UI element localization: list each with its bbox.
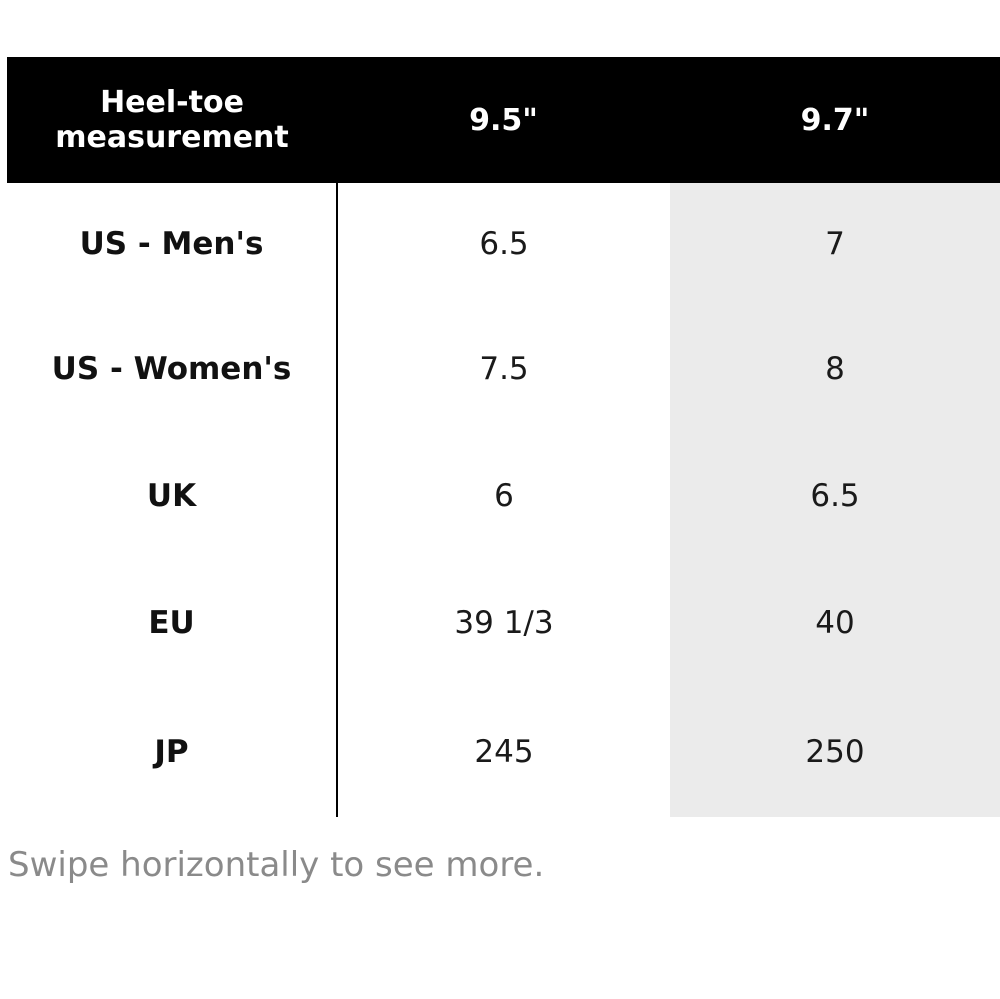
cell-value: 7.5: [479, 350, 529, 387]
row-label-jp: JP: [7, 686, 338, 817]
cell-value: 7: [670, 183, 1000, 305]
row-label-eu: EU: [7, 559, 338, 686]
cell-value: 6: [494, 477, 514, 514]
size-chart-table: Heel-toe measurement 9.5" 9.7" US - Men'…: [7, 57, 1000, 817]
row-label-us-women: US - Women's: [7, 305, 338, 432]
header-label-line2: measurement: [55, 120, 289, 155]
header-size-9-5: 9.5": [337, 57, 670, 183]
swipe-hint-text: Swipe horizontally to see more.: [8, 845, 545, 885]
table-row: UK 6 6.5: [7, 432, 1000, 559]
table-row: US - Women's 7.5 8: [7, 305, 1000, 432]
cell-value: 245: [474, 733, 534, 770]
table-header: Heel-toe measurement 9.5" 9.7": [7, 57, 1000, 183]
cell-value: 40: [670, 559, 1000, 686]
cell-value: 6.5: [670, 432, 1000, 559]
header-row: Heel-toe measurement 9.5" 9.7": [7, 57, 1000, 183]
cell-value: 8: [670, 305, 1000, 432]
cell-value: 6.5: [479, 226, 529, 262]
header-label-line1: Heel-toe: [100, 85, 244, 120]
row-label-uk: UK: [7, 432, 338, 559]
table-row: US - Men's 6.5 7: [7, 183, 1000, 305]
header-size-9-7: 9.7": [670, 57, 1000, 183]
table-body: US - Men's 6.5 7 US - Women's 7.5 8 UK 6…: [7, 183, 1000, 817]
table-row: EU 39 1/3 40: [7, 559, 1000, 686]
cell-value: 250: [670, 686, 1000, 817]
row-label-us-men: US - Men's: [7, 183, 338, 305]
table-row: JP 245 250: [7, 686, 1000, 817]
header-label-cell: Heel-toe measurement: [7, 57, 337, 183]
cell-value: 39 1/3: [454, 604, 554, 641]
size-chart-scroll-area[interactable]: Heel-toe measurement 9.5" 9.7" US - Men'…: [7, 57, 1000, 817]
